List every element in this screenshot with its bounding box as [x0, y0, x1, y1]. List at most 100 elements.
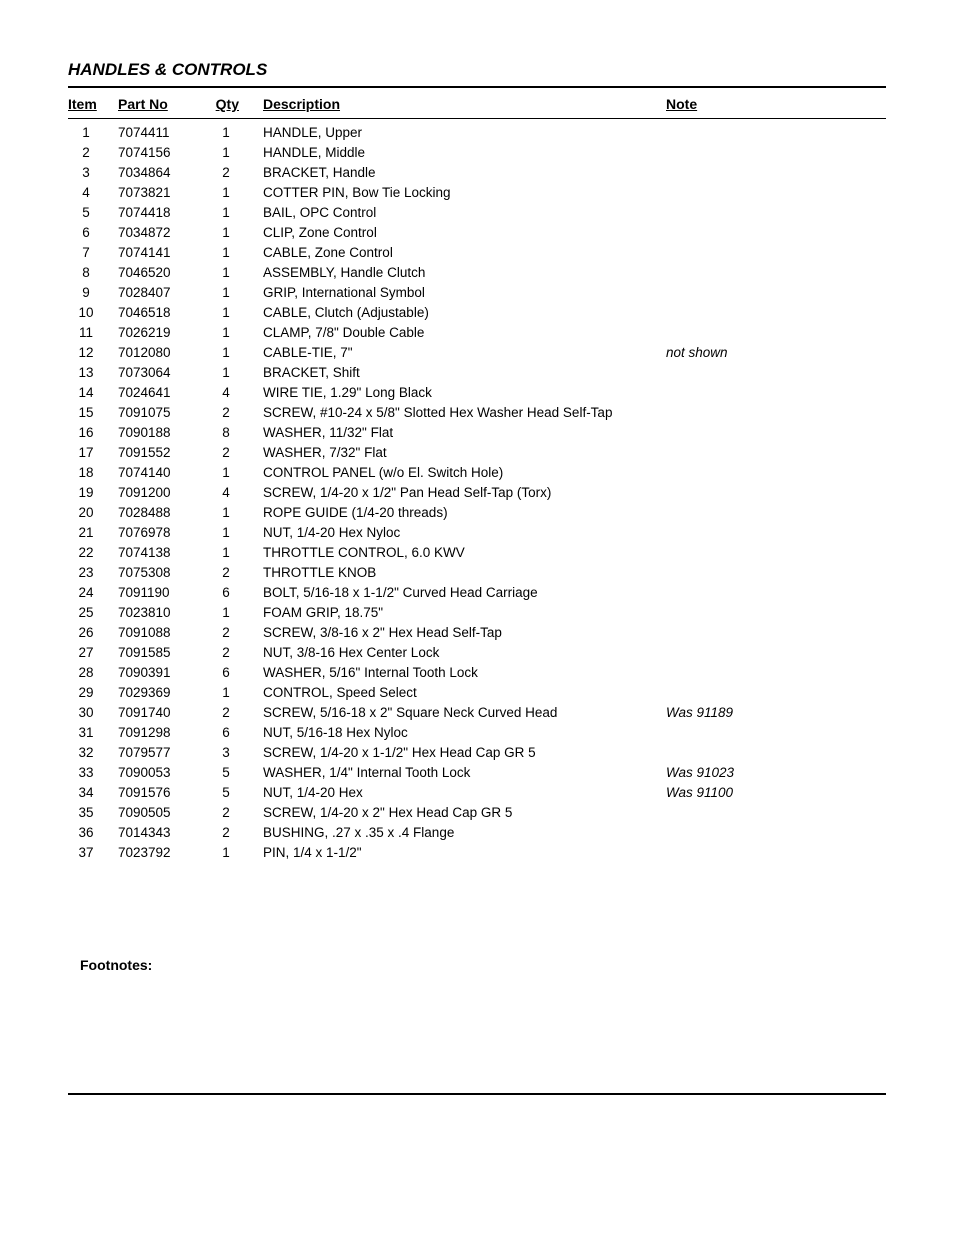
cell-desc: BRACKET, Handle: [263, 163, 666, 183]
cell-qty: 1: [213, 323, 263, 343]
table-row: 1870741401CONTROL PANEL (w/o El. Switch …: [68, 463, 886, 483]
cell-desc: CABLE-TIE, 7": [263, 343, 666, 363]
header-desc: Description: [263, 96, 666, 112]
cell-qty: 2: [213, 403, 263, 423]
cell-item: 33: [68, 763, 118, 783]
table-row: 2270741381THROTTLE CONTROL, 6.0 KWV: [68, 543, 886, 563]
table-row: 1470246414WIRE TIE, 1.29" Long Black: [68, 383, 886, 403]
table-row: 870465201ASSEMBLY, Handle Clutch: [68, 263, 886, 283]
cell-desc: BOLT, 5/16-18 x 1-1/2" Curved Head Carri…: [263, 583, 666, 603]
cell-qty: 1: [213, 503, 263, 523]
table-row: 3070917402SCREW, 5/16-18 x 2" Square Nec…: [68, 703, 886, 723]
table-row: 2170769781NUT, 1/4-20 Hex Nyloc: [68, 523, 886, 543]
table-row: 2570238101FOAM GRIP, 18.75": [68, 603, 886, 623]
cell-partno: 7012080: [118, 343, 213, 363]
table-row: 3170912986NUT, 5/16-18 Hex Nyloc: [68, 723, 886, 743]
cell-partno: 7074138: [118, 543, 213, 563]
header-partno: Part No: [118, 96, 213, 112]
bottom-rule: [68, 1093, 886, 1095]
table-row: 3570905052SCREW, 1/4-20 x 2" Hex Head Ca…: [68, 803, 886, 823]
cell-partno: 7046518: [118, 303, 213, 323]
cell-partno: 7091298: [118, 723, 213, 743]
cell-qty: 1: [213, 203, 263, 223]
table-row: 270741561HANDLE, Middle: [68, 143, 886, 163]
cell-note: [666, 583, 886, 603]
cell-partno: 7091075: [118, 403, 213, 423]
cell-desc: CABLE, Clutch (Adjustable): [263, 303, 666, 323]
cell-item: 9: [68, 283, 118, 303]
cell-note: [666, 723, 886, 743]
cell-desc: GRIP, International Symbol: [263, 283, 666, 303]
cell-desc: CLAMP, 7/8" Double Cable: [263, 323, 666, 343]
cell-partno: 7023792: [118, 843, 213, 863]
cell-item: 2: [68, 143, 118, 163]
cell-item: 6: [68, 223, 118, 243]
cell-partno: 7074141: [118, 243, 213, 263]
cell-qty: 2: [213, 823, 263, 843]
cell-note: [666, 643, 886, 663]
cell-partno: 7034864: [118, 163, 213, 183]
cell-qty: 1: [213, 263, 263, 283]
header-note: Note: [666, 96, 886, 112]
cell-desc: ASSEMBLY, Handle Clutch: [263, 263, 666, 283]
cell-partno: 7090391: [118, 663, 213, 683]
cell-note: [666, 623, 886, 643]
cell-qty: 1: [213, 683, 263, 703]
cell-item: 12: [68, 343, 118, 363]
cell-qty: 1: [213, 603, 263, 623]
cell-note: [666, 203, 886, 223]
cell-desc: CONTROL, Speed Select: [263, 683, 666, 703]
cell-desc: NUT, 1/4-20 Hex: [263, 783, 666, 803]
table-row: 2670910882SCREW, 3/8-16 x 2" Hex Head Se…: [68, 623, 886, 643]
cell-desc: HANDLE, Upper: [263, 123, 666, 143]
table-body: 1 7074411 1 HANDLE, Upper270741561HANDLE, M…: [68, 123, 886, 863]
cell-qty: 1: [213, 363, 263, 383]
cell-qty: 4: [213, 483, 263, 503]
table-row: 570744181BAIL, OPC Control: [68, 203, 886, 223]
cell-desc: BUSHING, .27 x .35 x .4 Flange: [263, 823, 666, 843]
cell-desc: HANDLE, Middle: [263, 143, 666, 163]
cell-qty: 5: [213, 783, 263, 803]
cell-qty: 6: [213, 723, 263, 743]
cell-partno: 7024641: [118, 383, 213, 403]
cell-note: [666, 663, 886, 683]
cell-partno: 7074411: [118, 123, 213, 143]
cell-desc: SCREW, 1/4-20 x 1-1/2" Hex Head Cap GR 5: [263, 743, 666, 763]
cell-item: 3: [68, 163, 118, 183]
cell-desc: NUT, 3/8-16 Hex Center Lock: [263, 643, 666, 663]
cell-item: 29: [68, 683, 118, 703]
cell-desc: SCREW, 5/16-18 x 2" Square Neck Curved H…: [263, 703, 666, 723]
cell-item: 18: [68, 463, 118, 483]
cell-note: [666, 603, 886, 623]
cell-qty: 5: [213, 763, 263, 783]
table-row: 670348721CLIP, Zone Control: [68, 223, 886, 243]
cell-partno: 7034872: [118, 223, 213, 243]
cell-item: 22: [68, 543, 118, 563]
cell-item: 24: [68, 583, 118, 603]
cell-item: 8: [68, 263, 118, 283]
title-rule: [68, 86, 886, 88]
cell-qty: 2: [213, 703, 263, 723]
cell-desc: WASHER, 7/32" Flat: [263, 443, 666, 463]
cell-note: [666, 403, 886, 423]
cell-partno: 7091585: [118, 643, 213, 663]
cell-note: Was 91100: [666, 783, 886, 803]
cell-desc: NUT, 5/16-18 Hex Nyloc: [263, 723, 666, 743]
table-row: 2870903916WASHER, 5/16" Internal Tooth L…: [68, 663, 886, 683]
section-title: HANDLES & CONTROLS: [68, 60, 886, 80]
cell-item: 31: [68, 723, 118, 743]
table-row: 370348642BRACKET, Handle: [68, 163, 886, 183]
table-row: 770741411CABLE, Zone Control: [68, 243, 886, 263]
cell-partno: 7079577: [118, 743, 213, 763]
table-row: 3470915765NUT, 1/4-20 HexWas 91100: [68, 783, 886, 803]
table-row: 2070284881ROPE GUIDE (1/4-20 threads): [68, 503, 886, 523]
cell-note: [666, 563, 886, 583]
cell-qty: 1: [213, 243, 263, 263]
cell-qty: 1: [213, 843, 263, 863]
cell-desc: SCREW, 1/4-20 x 1/2" Pan Head Self-Tap (…: [263, 483, 666, 503]
cell-note: [666, 803, 886, 823]
table-row: 2370753082THROTTLE KNOB: [68, 563, 886, 583]
cell-note: [666, 383, 886, 403]
cell-item: 19: [68, 483, 118, 503]
cell-item: 30: [68, 703, 118, 723]
